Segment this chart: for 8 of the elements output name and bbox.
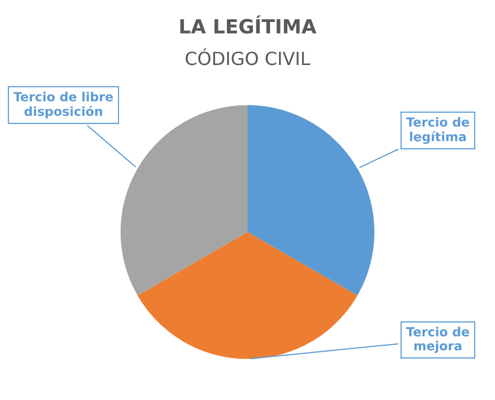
slice-label: Tercio de libre disposición — [13, 92, 113, 118]
pie-slice — [138, 232, 358, 359]
chart-subtitle: CÓDIGO CIVIL — [186, 48, 310, 66]
chart-title: LA LEGÍTIMA — [180, 15, 316, 34]
pie-slice — [248, 105, 374, 296]
pie-slice — [120, 105, 248, 296]
slice-label: Tercio de legítima — [406, 117, 470, 144]
slice-label: Tercio de mejora — [406, 326, 470, 353]
